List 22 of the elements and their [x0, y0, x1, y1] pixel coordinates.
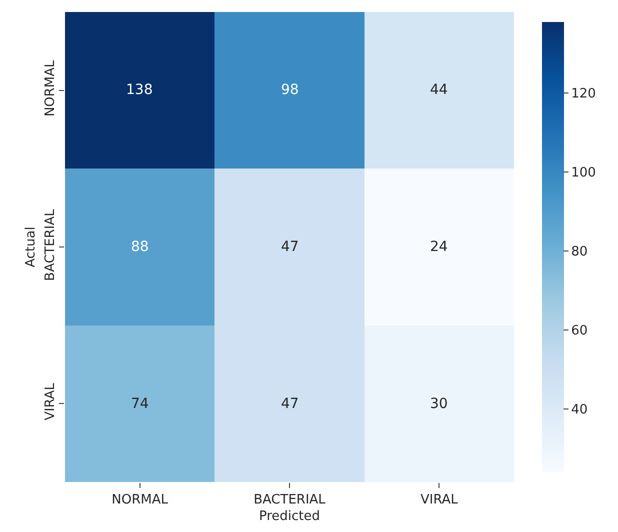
- y-tick-label: VIRAL: [42, 382, 58, 420]
- data-label: 98: [281, 82, 299, 98]
- data-label: 74: [131, 396, 149, 412]
- data-label: 24: [430, 239, 448, 255]
- y-tick-label: NORMAL: [42, 59, 58, 117]
- data-label: 30: [430, 396, 448, 412]
- data-label: 47: [281, 239, 299, 255]
- color-bar-label: 80: [571, 244, 588, 260]
- data-label: 138: [126, 82, 153, 98]
- x-axis-title: Predicted: [258, 509, 320, 524]
- x-tick-label: VIRAL: [420, 492, 459, 508]
- color-bar-label: 40: [571, 402, 588, 418]
- data-label: 47: [281, 396, 299, 412]
- data-label: 88: [131, 239, 149, 255]
- data-label: 44: [430, 82, 448, 98]
- color-bar-label: 120: [571, 86, 596, 102]
- x-tick-label: BACTERIAL: [254, 492, 326, 508]
- y-axis-title: Actual: [24, 226, 39, 268]
- color-bar-label: 100: [571, 166, 596, 181]
- x-tick-label: NORMAL: [112, 492, 169, 508]
- y-tick-label: BACTERIAL: [42, 208, 58, 281]
- color-bar-label: 60: [571, 323, 588, 338]
